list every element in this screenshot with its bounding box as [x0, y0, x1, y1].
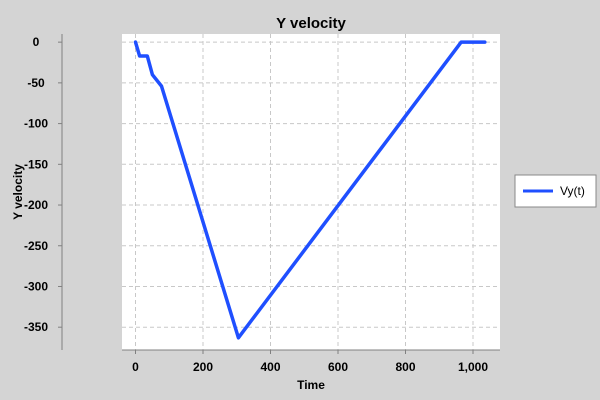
y-tick-label: -200 — [24, 198, 48, 212]
y-tick-label: -150 — [24, 157, 48, 171]
y-axis-label: Y velocity — [11, 164, 25, 220]
y-tick-label: -100 — [24, 117, 48, 131]
x-tick-label: 600 — [328, 360, 348, 374]
x-tick-label: 1,000 — [458, 360, 488, 374]
legend-entry-label: Vy(t) — [560, 184, 585, 198]
x-tick-label: 0 — [132, 360, 139, 374]
series-lines — [133, 40, 487, 340]
y-tick-label: -350 — [24, 320, 48, 334]
y-tick-label: 0 — [33, 35, 40, 49]
plot-area — [122, 34, 500, 350]
chart-title: Y velocity — [276, 15, 346, 32]
x-tick-label: 800 — [395, 360, 415, 374]
y-tick-label: -300 — [24, 279, 48, 293]
y-tick-label: -50 — [27, 76, 45, 90]
axes — [58, 34, 500, 354]
x-tick-label: 400 — [260, 360, 280, 374]
series-line-vy — [133, 40, 487, 340]
legend: Vy(t) — [514, 174, 597, 208]
x-axis-label: Time — [297, 378, 325, 392]
grid — [122, 34, 500, 350]
x-tick-label: 200 — [193, 360, 213, 374]
y-tick-label: -250 — [24, 239, 48, 253]
tick-labels: 0 200 400 600 800 1,000 0 -50 -100 -150 -200 -250 -3… — [24, 35, 488, 374]
